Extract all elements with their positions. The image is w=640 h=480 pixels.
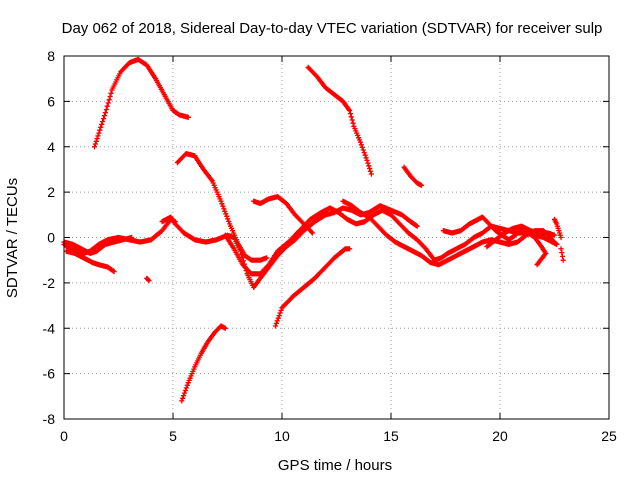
data-points [440, 214, 549, 268]
data-points [91, 56, 191, 150]
data-points [484, 223, 558, 250]
series-arc8 [144, 275, 152, 284]
x-tick-label: 25 [601, 428, 617, 444]
y-tick-label: 8 [47, 48, 55, 64]
x-tick-label: 5 [169, 428, 177, 444]
x-tick-label: 15 [383, 428, 399, 444]
series-arc7 [272, 246, 353, 329]
data-points [144, 275, 152, 284]
series-arc5 [401, 164, 425, 188]
y-tick-label: 6 [47, 93, 55, 109]
data-points [401, 164, 425, 188]
data-points [63, 248, 117, 275]
series-arc17 [551, 216, 566, 263]
data-points [272, 246, 353, 329]
plot-frame [63, 55, 610, 420]
series-arc16 [484, 223, 558, 250]
y-tick-label: -4 [43, 320, 56, 336]
x-tick-label: 10 [274, 428, 290, 444]
y-tick-label: -2 [43, 275, 56, 291]
data-points [179, 323, 228, 404]
y-axis-label: SDTVAR / TECUs [4, 178, 21, 298]
grid [64, 56, 609, 419]
y-tick-label: 0 [47, 230, 55, 246]
series-arc15 [440, 214, 549, 268]
series-arc6 [179, 323, 228, 404]
series-arc1 [91, 56, 191, 150]
series-arc10 [63, 248, 117, 275]
series-arc4 [305, 64, 374, 177]
x-tick-label: 20 [492, 428, 508, 444]
x-axis-label: GPS time / hours [278, 457, 392, 474]
y-tick-label: 2 [47, 184, 55, 200]
data-series [61, 56, 566, 404]
y-tick-label: -6 [43, 366, 56, 382]
x-tick-label: 0 [60, 428, 68, 444]
data-points [551, 216, 566, 263]
data-points [305, 64, 374, 177]
y-tick-label: 4 [47, 139, 55, 155]
y-tick-label: -8 [43, 411, 56, 427]
chart-title: Day 062 of 2018, Sidereal Day-to-day VTE… [62, 20, 603, 37]
